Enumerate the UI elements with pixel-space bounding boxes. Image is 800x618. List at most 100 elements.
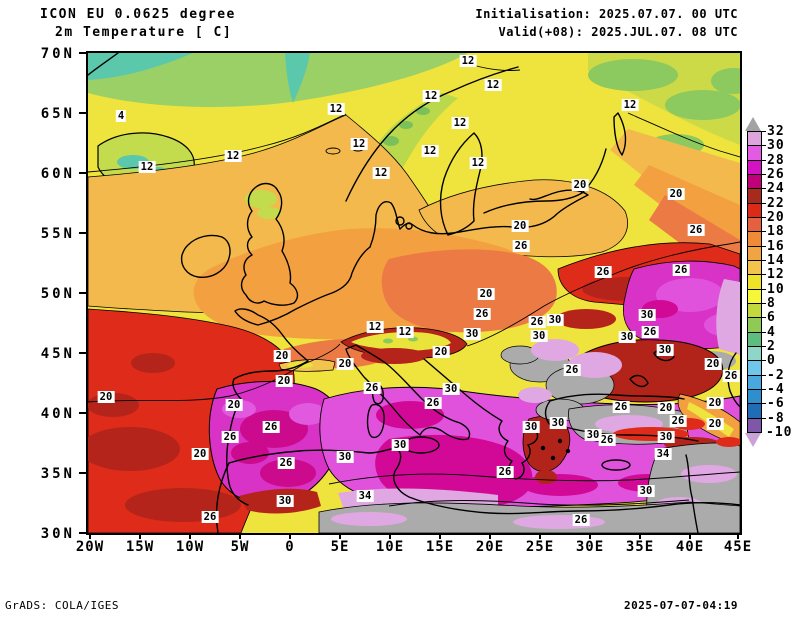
latitude-tick-label: 50N <box>40 286 75 302</box>
colorbar-tick-label: -4 <box>767 381 785 397</box>
latitude-tick-mark <box>79 292 86 294</box>
longitude-tick-label: 30E <box>575 539 605 555</box>
colorbar-tick-label: 6 <box>767 310 776 326</box>
longitude-tick-label: 10E <box>375 539 405 555</box>
longitude-tick-mark <box>289 533 291 539</box>
colorbar-segment: 30 <box>748 138 784 160</box>
latitude-tick-label: 35N <box>40 466 75 482</box>
latitude-tick-label: 40N <box>40 406 75 422</box>
colorbar-tick-label: 20 <box>767 209 785 225</box>
colorbar-segment: 32 <box>748 124 784 146</box>
latitude-tick-mark <box>79 232 86 234</box>
latitude-tick-mark <box>79 532 86 534</box>
colorbar-below-range-arrow <box>745 432 761 447</box>
colorbar-segment: -2 <box>748 367 784 389</box>
longitude-tick-mark <box>339 533 341 539</box>
colorbar-segment: 6 <box>748 310 775 332</box>
longitude-tick-mark <box>139 533 141 539</box>
colorbar-tick-label: 0 <box>767 353 776 368</box>
colorbar-tick-label: 10 <box>767 281 785 297</box>
colorbar-segment: -6 <box>748 396 784 418</box>
longitude-tick-label: 20W <box>75 539 105 555</box>
longitude-tick-label: 25E <box>525 539 555 555</box>
longitude-tick-mark <box>737 533 739 539</box>
longitude-tick-mark <box>689 533 691 539</box>
temperature-colorbar: 32 30 28 26 24 22 <box>745 117 791 447</box>
colorbar-tick-label: 28 <box>767 152 785 168</box>
colorbar-segment: 14 <box>748 253 784 275</box>
colorbar-segment: 20 <box>748 210 784 232</box>
longitude-tick-label: 15E <box>425 539 455 555</box>
grads-credit: GrADS: COLA/IGES <box>5 599 119 612</box>
colorbar-tick-label: 16 <box>767 238 785 254</box>
colorbar-tick-label: 8 <box>767 295 776 311</box>
latitude-tick-label: 30N <box>40 526 75 542</box>
longitude-tick-mark <box>589 533 591 539</box>
longitude-tick-mark <box>89 533 91 539</box>
colorbar-segment: 2 <box>748 339 775 361</box>
colorbar-segment: 28 <box>748 152 784 174</box>
colorbar-segment: 18 <box>748 224 784 246</box>
latitude-tick-label: 55N <box>40 226 75 242</box>
longitude-tick-label: 10W <box>175 539 205 555</box>
colorbar-segment: 24 <box>748 181 784 203</box>
valid-time: Valid(+08): 2025.JUL.07. 08 UTC <box>498 25 738 39</box>
initialisation-time: Initialisation: 2025.07.07. 00 UTC <box>475 7 738 21</box>
longitude-tick-mark <box>239 533 241 539</box>
map-frame <box>86 51 742 535</box>
colorbar-segment: 26 <box>748 167 784 189</box>
latitude-tick-mark <box>79 472 86 474</box>
longitude-tick-label: 0 <box>285 539 295 555</box>
variable-title: 2m Temperature [ C] <box>55 25 233 40</box>
colorbar-tick-label: 26 <box>767 166 785 182</box>
colorbar-tick-label: -8 <box>767 410 785 426</box>
longitude-tick-mark <box>539 533 541 539</box>
colorbar-tick-label: 14 <box>767 252 785 268</box>
colorbar-tick-label: 30 <box>767 138 785 154</box>
colorbar-tick-label: 2 <box>767 338 776 354</box>
colorbar-segment: -4 <box>748 382 784 404</box>
longitude-tick-mark <box>389 533 391 539</box>
colorbar-segment: 22 <box>748 195 784 217</box>
longitude-tick-mark <box>189 533 191 539</box>
colorbar-tick-label: -10 <box>766 424 793 440</box>
colorbar-segment: -8 <box>748 410 784 432</box>
longitude-tick-label: 5E <box>330 539 350 555</box>
colorbar-tick-label: 24 <box>767 181 785 197</box>
colorbar-segment: 8 <box>748 296 775 318</box>
temperature-field-map <box>88 53 740 533</box>
colorbar-segment: 12 <box>748 267 784 289</box>
colorbar-segment: 16 <box>748 238 784 260</box>
latitude-tick-mark <box>79 52 86 54</box>
latitude-tick-mark <box>79 112 86 114</box>
longitude-tick-label: 40E <box>675 539 705 555</box>
latitude-tick-label: 60N <box>40 166 75 182</box>
longitude-tick-label: 45E <box>723 539 753 555</box>
latitude-tick-label: 45N <box>40 346 75 362</box>
latitude-tick-mark <box>79 172 86 174</box>
longitude-tick-mark <box>639 533 641 539</box>
latitude-tick-mark <box>79 352 86 354</box>
colorbar-above-range-arrow <box>745 117 761 131</box>
colorbar-segment: 4 <box>748 324 775 346</box>
colorbar-tick-label: 4 <box>767 324 776 340</box>
colorbar-segment: 0 <box>748 353 775 375</box>
colorbar-tick-label: 18 <box>767 224 785 240</box>
latitude-tick-label: 65N <box>40 106 75 122</box>
colorbar-tick-label: -2 <box>767 367 785 383</box>
model-title: ICON EU 0.0625 degree <box>40 7 236 22</box>
longitude-tick-label: 5W <box>230 539 250 555</box>
longitude-tick-mark <box>489 533 491 539</box>
colorbar-segment: 10 <box>748 281 784 303</box>
longitude-tick-label: 20E <box>475 539 505 555</box>
longitude-tick-mark <box>439 533 441 539</box>
longitude-tick-label: 35E <box>625 539 655 555</box>
latitude-tick-label: 70N <box>40 46 75 62</box>
colorbar-scale: 32 30 28 26 24 22 <box>747 124 784 433</box>
colorbar-tick-label: 12 <box>767 267 785 283</box>
latitude-tick-mark <box>79 412 86 414</box>
colorbar-tick-label: -6 <box>767 395 785 411</box>
longitude-axis: 20W 15W 10W 5W 0 5E <box>76 533 751 559</box>
longitude-tick-label: 15W <box>125 539 155 555</box>
latitude-axis: 70N 65N 60N 55N 50N <box>0 46 86 542</box>
